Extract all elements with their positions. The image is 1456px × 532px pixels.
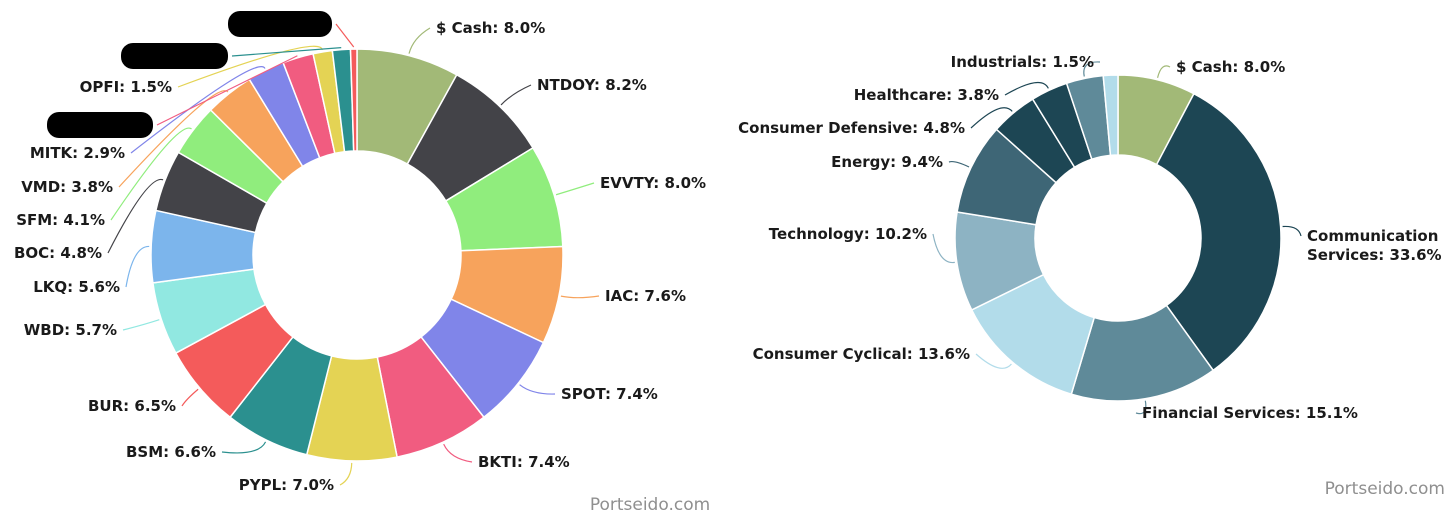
data-label-cash: $ Cash: 8.0% [1176, 58, 1285, 76]
connector-line [1156, 65, 1171, 78]
data-label-evvty: EVVTY: 8.0% [600, 174, 706, 192]
redacted-label-box [228, 11, 332, 37]
sector-donut-chart: $ Cash: 8.0% Communication Services: 33.6%… [738, 53, 1445, 499]
data-label-technology: Technology: 10.2% [769, 225, 927, 243]
slice-communication-services[interactable] [1155, 92, 1282, 372]
data-label-sfm: SFM: 4.1% [16, 211, 105, 229]
redacted-label-box [47, 112, 153, 138]
data-label-boc: BOC: 4.8% [14, 244, 102, 262]
slice-redacted-18[interactable] [349, 48, 358, 152]
connector-line [221, 441, 267, 454]
connector-line [519, 384, 556, 395]
connector-line [107, 178, 164, 254]
connector-line [122, 319, 160, 331]
data-label-opfi: OPFI: 1.5% [80, 78, 172, 96]
connector-line [335, 23, 355, 48]
data-label-lkq: LKQ: 5.6% [33, 278, 120, 296]
connector-line [1282, 225, 1302, 237]
watermark: Portseido.com [1325, 479, 1445, 499]
data-label-bkti: BKTI: 7.4% [478, 453, 570, 471]
data-label-vmd: VMD: 3.8% [21, 178, 113, 196]
connector-line [110, 127, 192, 221]
data-label-healthcare: Healthcare: 3.8% [854, 86, 999, 104]
data-label-consumer-defensive: Consumer Defensive: 4.8% [738, 119, 965, 137]
connector-line [1083, 61, 1101, 77]
data-label-spot: SPOT: 7.4% [561, 385, 658, 403]
data-label-communication-services: Communication Services: 33.6% [1307, 227, 1442, 264]
connector-line [555, 182, 595, 196]
connector-line [118, 90, 229, 188]
connector-line [443, 443, 473, 463]
connector-line [975, 353, 1012, 369]
data-label-consumer-cyclical: Consumer Cyclical: 13.6% [753, 345, 970, 363]
redacted-label-box [121, 43, 228, 69]
connector-line [948, 161, 970, 168]
connector-line [339, 462, 353, 486]
connector-line [130, 66, 266, 154]
data-label-ntdoy: NTDOY: 8.2% [537, 76, 647, 94]
data-label-cash: $ Cash: 8.0% [436, 19, 545, 37]
slice-redacted-9[interactable] [1102, 74, 1119, 157]
data-label-energy: Energy: 9.4% [831, 153, 943, 171]
connector-line [932, 233, 955, 264]
holdings-donut-chart: $ Cash: 8.0% NTDOY: 8.2% EVVTY: 8.0% IAC: 7… [14, 11, 710, 515]
data-label-wbd: WBD: 5.7% [24, 321, 117, 339]
connector-line [181, 388, 199, 407]
data-label-bsm: BSM: 6.6% [126, 443, 216, 461]
watermark: Portseido.com [590, 495, 710, 515]
connector-line [500, 84, 532, 106]
connector-line [408, 27, 431, 54]
connector-line [970, 107, 1013, 129]
slice-financial-services[interactable] [1070, 304, 1215, 402]
data-label-financial-services: Financial Services: 15.1% [1142, 404, 1358, 422]
data-label-mitk: MITK: 2.9% [30, 144, 125, 162]
connector-line [1004, 81, 1049, 96]
data-label-bur: BUR: 6.5% [88, 397, 176, 415]
data-label-iac: IAC: 7.6% [605, 287, 686, 305]
connector-line [125, 245, 150, 288]
data-label-pypl: PYPL: 7.0% [239, 476, 334, 494]
connector-line [231, 46, 342, 57]
connector-line [1135, 400, 1147, 415]
connector-line [560, 295, 600, 299]
connector-line [156, 55, 298, 126]
data-label-industrials: Industrials: 1.5% [951, 53, 1094, 71]
